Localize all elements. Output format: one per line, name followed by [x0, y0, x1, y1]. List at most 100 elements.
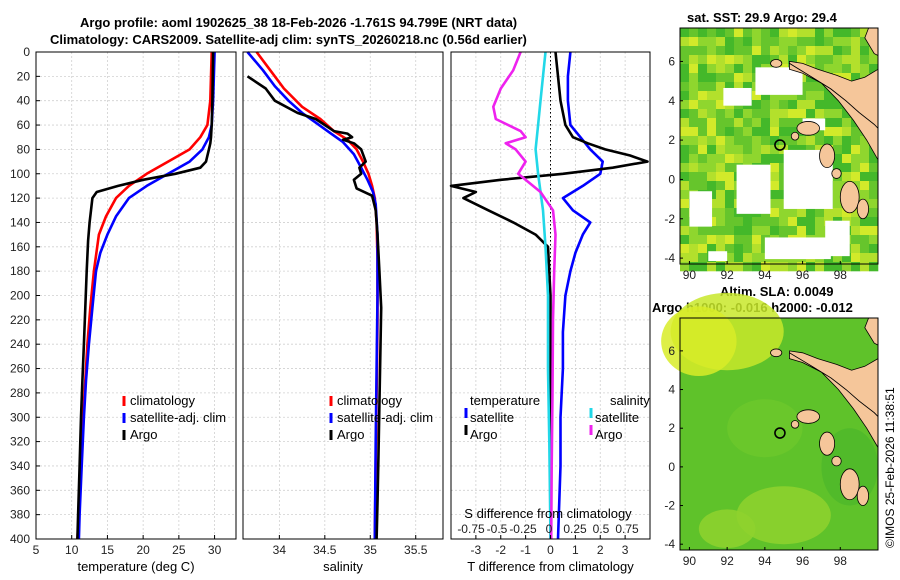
sst-cell: [698, 46, 708, 56]
map-xtick-label: 96: [796, 554, 810, 568]
sst-cell: [698, 28, 708, 38]
sst-cell: [806, 82, 816, 92]
sst-cell: [716, 118, 726, 128]
sst-cell: [698, 253, 708, 263]
sst-cell: [734, 217, 744, 227]
sst-cell: [860, 37, 870, 47]
sst-cell: [761, 262, 771, 272]
sst-cell: [689, 64, 699, 74]
sst-cell: [851, 217, 861, 227]
sst-cell: [680, 226, 690, 236]
sst-cell: [707, 172, 717, 182]
sst-cell: [689, 55, 699, 65]
sst-cell: [698, 163, 708, 173]
island: [796, 121, 820, 136]
sst-cell: [698, 127, 708, 137]
sst-cell: [725, 127, 735, 137]
sst-cell: [752, 217, 762, 227]
map-ytick-label: -4: [664, 251, 675, 265]
sst-cell: [707, 82, 717, 92]
sst-cell: [680, 262, 690, 272]
sst-cell: [725, 181, 735, 191]
sst-cell: [806, 100, 816, 110]
sst-cell: [779, 199, 789, 209]
sst-cell: [680, 181, 690, 191]
sst-cell: [680, 37, 690, 47]
sst-cell: [869, 217, 879, 227]
sst-cell: [734, 64, 744, 74]
sst-cell: [806, 136, 816, 146]
sst-cell: [680, 91, 690, 101]
sst-cell: [770, 46, 780, 56]
cloud-gap: [736, 164, 771, 214]
sst-cell: [698, 154, 708, 164]
sst-cell: [761, 37, 771, 47]
sst-cell: [725, 55, 735, 65]
map-ytick-label: 2: [668, 133, 675, 147]
sst-cell: [851, 46, 861, 56]
xtick-top-label: -0.5: [487, 522, 508, 536]
sst-cell: [824, 55, 834, 65]
sst-cell: [680, 172, 690, 182]
sst-cell: [716, 136, 726, 146]
sst-cell: [707, 163, 717, 173]
sst-cell: [743, 46, 753, 56]
sst-cell: [680, 199, 690, 209]
sst-cell: [689, 244, 699, 254]
ytick-label: 340: [10, 459, 30, 473]
sst-cell: [743, 64, 753, 74]
sst-cell: [779, 262, 789, 272]
sst-cell: [869, 208, 879, 218]
sst-cell: [707, 181, 717, 191]
map-ytick-label: -2: [664, 212, 675, 226]
sst-cell: [869, 199, 879, 209]
sla-blob: [661, 306, 737, 377]
island: [839, 180, 860, 214]
sst-cell: [716, 244, 726, 254]
sst-cell: [815, 262, 825, 272]
sst-cell: [707, 91, 717, 101]
sst-cell: [716, 262, 726, 272]
sst-cell: [707, 226, 717, 236]
sst-cell: [770, 190, 780, 200]
sst-cell: [698, 91, 708, 101]
ytick-label: 100: [10, 167, 30, 181]
sst-cell: [725, 136, 735, 146]
sst-cell: [788, 118, 798, 128]
sst-cell: [680, 217, 690, 227]
xtick-label-difference: 3: [622, 543, 629, 557]
panel-temperature: [35, 51, 237, 540]
sla-blob: [727, 399, 803, 458]
ytick-label: 360: [10, 483, 30, 497]
sst-cell: [743, 82, 753, 92]
sst-cell: [716, 100, 726, 110]
island: [831, 455, 842, 467]
sst-cell: [824, 46, 834, 56]
sst-cell: [797, 136, 807, 146]
sst-cell: [761, 118, 771, 128]
sst-cell: [752, 244, 762, 254]
sst-cell: [716, 46, 726, 56]
sst-cell: [761, 217, 771, 227]
xtick-label-temperature: 30: [208, 543, 222, 557]
sst-cell: [779, 46, 789, 56]
island: [790, 131, 800, 141]
sst-cell: [743, 37, 753, 47]
sst-cell: [851, 55, 861, 65]
cloud-gap: [708, 251, 728, 262]
ytick-label: 120: [10, 191, 30, 205]
sst-cell: [770, 208, 780, 218]
ytick-label: 240: [10, 337, 30, 351]
sst-cell: [689, 109, 699, 119]
sst-cell: [680, 208, 690, 218]
sst-cell: [761, 127, 771, 137]
sst-cell: [842, 172, 852, 182]
map-ytick-label: 4: [668, 94, 675, 108]
sst-cell: [869, 172, 879, 182]
sst-cell: [806, 46, 816, 56]
sst-cell: [707, 28, 717, 38]
sst-cell: [815, 100, 825, 110]
sst-cell: [788, 226, 798, 236]
sst-cell: [698, 145, 708, 155]
sst-cell: [743, 253, 753, 263]
